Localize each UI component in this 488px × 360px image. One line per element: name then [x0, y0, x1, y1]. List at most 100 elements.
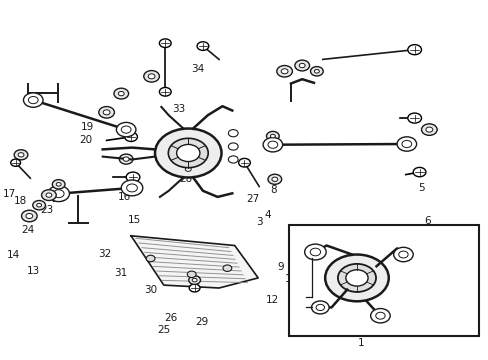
Text: 30: 30 — [144, 285, 157, 295]
Text: 18: 18 — [14, 196, 27, 206]
Circle shape — [18, 153, 24, 157]
Circle shape — [370, 309, 389, 323]
Text: 11: 11 — [419, 316, 432, 326]
Circle shape — [126, 172, 140, 182]
Circle shape — [26, 213, 33, 219]
Circle shape — [176, 144, 200, 162]
Circle shape — [103, 110, 110, 115]
Circle shape — [294, 60, 309, 71]
Circle shape — [267, 174, 281, 184]
Circle shape — [310, 67, 323, 76]
Circle shape — [407, 45, 421, 55]
Text: 22: 22 — [51, 194, 64, 204]
Text: 14: 14 — [7, 250, 20, 260]
Circle shape — [123, 157, 129, 161]
Circle shape — [41, 190, 56, 201]
Circle shape — [263, 138, 282, 152]
Circle shape — [146, 255, 155, 262]
Text: 29: 29 — [194, 317, 208, 327]
Circle shape — [337, 264, 375, 292]
Text: 1: 1 — [357, 326, 364, 336]
Circle shape — [192, 278, 197, 282]
Text: 5: 5 — [417, 183, 424, 193]
Text: 31: 31 — [114, 268, 128, 278]
Text: 2a: 2a — [305, 252, 318, 262]
Circle shape — [187, 271, 196, 278]
Circle shape — [238, 158, 250, 167]
Circle shape — [21, 210, 37, 222]
Circle shape — [270, 134, 275, 138]
Text: 25: 25 — [157, 325, 170, 336]
Text: 28: 28 — [179, 174, 192, 184]
Text: 24: 24 — [21, 225, 35, 235]
Text: 8: 8 — [270, 185, 277, 195]
Text: 9: 9 — [277, 262, 284, 272]
Text: 3: 3 — [255, 217, 262, 228]
Circle shape — [121, 180, 142, 196]
Circle shape — [188, 276, 200, 284]
Circle shape — [407, 113, 421, 123]
Text: 33: 33 — [171, 104, 185, 114]
Text: 15: 15 — [127, 215, 141, 225]
Text: 2: 2 — [308, 252, 315, 262]
Text: 20: 20 — [79, 135, 92, 145]
Circle shape — [46, 193, 52, 197]
Text: 19: 19 — [80, 122, 94, 132]
Circle shape — [52, 180, 65, 189]
Circle shape — [114, 88, 128, 99]
Circle shape — [189, 284, 200, 292]
Text: 6: 6 — [424, 216, 430, 226]
Text: 10: 10 — [284, 274, 297, 284]
Text: 2: 2 — [401, 269, 407, 279]
Circle shape — [197, 42, 208, 50]
Text: 13: 13 — [26, 266, 40, 276]
Circle shape — [99, 107, 114, 118]
Circle shape — [119, 154, 133, 164]
Circle shape — [159, 87, 171, 96]
Circle shape — [325, 255, 388, 301]
Text: 12: 12 — [265, 294, 279, 305]
Circle shape — [155, 129, 221, 177]
Circle shape — [266, 131, 279, 141]
Circle shape — [228, 143, 238, 150]
Circle shape — [228, 156, 238, 163]
Text: 2b: 2b — [396, 270, 409, 280]
Circle shape — [168, 138, 208, 168]
Circle shape — [311, 301, 328, 314]
Circle shape — [148, 74, 155, 79]
Circle shape — [118, 91, 124, 96]
Circle shape — [159, 39, 171, 48]
Circle shape — [396, 137, 416, 151]
Circle shape — [124, 132, 137, 141]
Circle shape — [271, 177, 277, 181]
Circle shape — [304, 244, 325, 260]
Text: 26: 26 — [164, 312, 178, 323]
Circle shape — [33, 201, 45, 210]
Text: 16: 16 — [118, 192, 131, 202]
Text: 4: 4 — [264, 210, 271, 220]
Circle shape — [393, 247, 412, 262]
Circle shape — [425, 127, 432, 132]
Circle shape — [181, 164, 195, 175]
Text: 32: 32 — [98, 249, 112, 259]
Circle shape — [281, 69, 287, 74]
Polygon shape — [131, 236, 258, 288]
Circle shape — [412, 167, 425, 177]
Circle shape — [223, 265, 231, 271]
Text: 21: 21 — [129, 185, 142, 195]
Circle shape — [48, 186, 69, 202]
Text: 1: 1 — [357, 338, 364, 348]
Circle shape — [299, 63, 305, 68]
Circle shape — [345, 270, 367, 286]
Circle shape — [143, 71, 159, 82]
Text: 34: 34 — [191, 64, 204, 74]
Text: 17: 17 — [3, 189, 17, 199]
Circle shape — [185, 167, 191, 171]
Circle shape — [56, 183, 61, 186]
Text: 23: 23 — [40, 204, 53, 215]
Circle shape — [11, 159, 20, 166]
Circle shape — [37, 203, 41, 207]
Circle shape — [228, 130, 238, 137]
Circle shape — [314, 69, 319, 73]
Circle shape — [276, 66, 292, 77]
